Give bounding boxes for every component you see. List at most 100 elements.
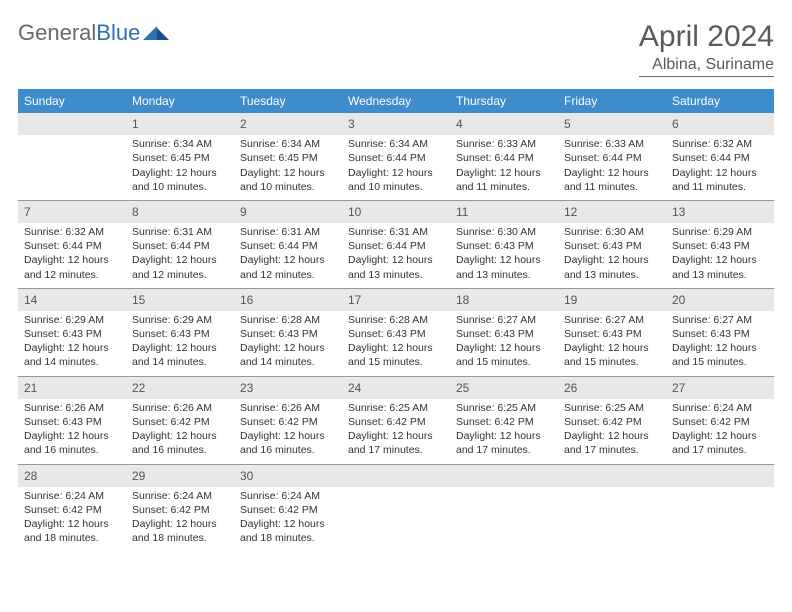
calendar-day: 13Sunrise: 6:29 AMSunset: 6:43 PMDayligh… bbox=[666, 200, 774, 288]
sunrise-line: Sunrise: 6:32 AM bbox=[24, 225, 120, 239]
calendar-week: 21Sunrise: 6:26 AMSunset: 6:43 PMDayligh… bbox=[18, 376, 774, 464]
day-number: 7 bbox=[18, 201, 126, 223]
sunrise-line: Sunrise: 6:27 AM bbox=[564, 313, 660, 327]
sunset-line: Sunset: 6:43 PM bbox=[672, 327, 768, 341]
sunset-line: Sunset: 6:43 PM bbox=[240, 327, 336, 341]
day-text: Sunrise: 6:25 AMSunset: 6:42 PMDaylight:… bbox=[342, 401, 450, 458]
calendar-day: 29Sunrise: 6:24 AMSunset: 6:42 PMDayligh… bbox=[126, 464, 234, 551]
daylight-line: Daylight: 12 hours and 11 minutes. bbox=[672, 166, 768, 194]
calendar-table: SundayMondayTuesdayWednesdayThursdayFrid… bbox=[18, 89, 774, 551]
dow-header: Sunday bbox=[18, 89, 126, 113]
daylight-line: Daylight: 12 hours and 10 minutes. bbox=[132, 166, 228, 194]
brand-part2: Blue bbox=[96, 20, 140, 46]
day-text: Sunrise: 6:32 AMSunset: 6:44 PMDaylight:… bbox=[666, 137, 774, 194]
daylight-line: Daylight: 12 hours and 18 minutes. bbox=[132, 517, 228, 545]
day-text: Sunrise: 6:25 AMSunset: 6:42 PMDaylight:… bbox=[450, 401, 558, 458]
calendar-day-empty bbox=[558, 464, 666, 551]
calendar-day: 21Sunrise: 6:26 AMSunset: 6:43 PMDayligh… bbox=[18, 376, 126, 464]
day-number: 14 bbox=[18, 289, 126, 311]
sunset-line: Sunset: 6:44 PM bbox=[348, 151, 444, 165]
daylight-line: Daylight: 12 hours and 13 minutes. bbox=[348, 253, 444, 281]
day-number: 2 bbox=[234, 113, 342, 135]
daylight-line: Daylight: 12 hours and 17 minutes. bbox=[348, 429, 444, 457]
sunset-line: Sunset: 6:44 PM bbox=[240, 239, 336, 253]
sunset-line: Sunset: 6:43 PM bbox=[456, 239, 552, 253]
day-text: Sunrise: 6:31 AMSunset: 6:44 PMDaylight:… bbox=[234, 225, 342, 282]
calendar-day: 16Sunrise: 6:28 AMSunset: 6:43 PMDayligh… bbox=[234, 288, 342, 376]
calendar-day: 2Sunrise: 6:34 AMSunset: 6:45 PMDaylight… bbox=[234, 113, 342, 200]
daylight-line: Daylight: 12 hours and 12 minutes. bbox=[132, 253, 228, 281]
sunset-line: Sunset: 6:42 PM bbox=[132, 503, 228, 517]
day-number: 13 bbox=[666, 201, 774, 223]
calendar-day-empty bbox=[666, 464, 774, 551]
sunrise-line: Sunrise: 6:31 AM bbox=[240, 225, 336, 239]
calendar-day: 26Sunrise: 6:25 AMSunset: 6:42 PMDayligh… bbox=[558, 376, 666, 464]
day-text: Sunrise: 6:26 AMSunset: 6:43 PMDaylight:… bbox=[18, 401, 126, 458]
calendar-day: 1Sunrise: 6:34 AMSunset: 6:45 PMDaylight… bbox=[126, 113, 234, 200]
daylight-line: Daylight: 12 hours and 14 minutes. bbox=[240, 341, 336, 369]
day-number: 30 bbox=[234, 465, 342, 487]
day-text: Sunrise: 6:28 AMSunset: 6:43 PMDaylight:… bbox=[342, 313, 450, 370]
calendar-day: 10Sunrise: 6:31 AMSunset: 6:44 PMDayligh… bbox=[342, 200, 450, 288]
calendar-week: 14Sunrise: 6:29 AMSunset: 6:43 PMDayligh… bbox=[18, 288, 774, 376]
dow-header: Friday bbox=[558, 89, 666, 113]
dow-header: Wednesday bbox=[342, 89, 450, 113]
daylight-line: Daylight: 12 hours and 15 minutes. bbox=[456, 341, 552, 369]
sunset-line: Sunset: 6:42 PM bbox=[564, 415, 660, 429]
sunset-line: Sunset: 6:42 PM bbox=[240, 415, 336, 429]
daylight-line: Daylight: 12 hours and 18 minutes. bbox=[24, 517, 120, 545]
daylight-line: Daylight: 12 hours and 14 minutes. bbox=[132, 341, 228, 369]
dow-header: Thursday bbox=[450, 89, 558, 113]
sunrise-line: Sunrise: 6:34 AM bbox=[348, 137, 444, 151]
day-text: Sunrise: 6:24 AMSunset: 6:42 PMDaylight:… bbox=[126, 489, 234, 546]
sunrise-line: Sunrise: 6:29 AM bbox=[132, 313, 228, 327]
calendar-day: 23Sunrise: 6:26 AMSunset: 6:42 PMDayligh… bbox=[234, 376, 342, 464]
sunrise-line: Sunrise: 6:28 AM bbox=[240, 313, 336, 327]
day-number: 21 bbox=[18, 377, 126, 399]
day-text: Sunrise: 6:28 AMSunset: 6:43 PMDaylight:… bbox=[234, 313, 342, 370]
dow-header: Saturday bbox=[666, 89, 774, 113]
day-text: Sunrise: 6:29 AMSunset: 6:43 PMDaylight:… bbox=[126, 313, 234, 370]
sunrise-line: Sunrise: 6:27 AM bbox=[456, 313, 552, 327]
day-number: 27 bbox=[666, 377, 774, 399]
day-text: Sunrise: 6:33 AMSunset: 6:44 PMDaylight:… bbox=[450, 137, 558, 194]
logo-mark-icon bbox=[143, 20, 169, 46]
day-text: Sunrise: 6:24 AMSunset: 6:42 PMDaylight:… bbox=[666, 401, 774, 458]
daylight-line: Daylight: 12 hours and 14 minutes. bbox=[24, 341, 120, 369]
sunrise-line: Sunrise: 6:33 AM bbox=[456, 137, 552, 151]
day-number bbox=[558, 465, 666, 487]
location-label: Albina, Suriname bbox=[639, 56, 774, 77]
day-text: Sunrise: 6:27 AMSunset: 6:43 PMDaylight:… bbox=[558, 313, 666, 370]
daylight-line: Daylight: 12 hours and 13 minutes. bbox=[672, 253, 768, 281]
sunset-line: Sunset: 6:44 PM bbox=[24, 239, 120, 253]
sunset-line: Sunset: 6:45 PM bbox=[132, 151, 228, 165]
sunset-line: Sunset: 6:43 PM bbox=[672, 239, 768, 253]
calendar-day: 27Sunrise: 6:24 AMSunset: 6:42 PMDayligh… bbox=[666, 376, 774, 464]
sunrise-line: Sunrise: 6:30 AM bbox=[564, 225, 660, 239]
calendar-day: 18Sunrise: 6:27 AMSunset: 6:43 PMDayligh… bbox=[450, 288, 558, 376]
calendar-day-empty bbox=[450, 464, 558, 551]
daylight-line: Daylight: 12 hours and 11 minutes. bbox=[564, 166, 660, 194]
daylight-line: Daylight: 12 hours and 10 minutes. bbox=[240, 166, 336, 194]
day-text: Sunrise: 6:25 AMSunset: 6:42 PMDaylight:… bbox=[558, 401, 666, 458]
day-number: 28 bbox=[18, 465, 126, 487]
sunset-line: Sunset: 6:43 PM bbox=[456, 327, 552, 341]
daylight-line: Daylight: 12 hours and 11 minutes. bbox=[456, 166, 552, 194]
sunrise-line: Sunrise: 6:26 AM bbox=[240, 401, 336, 415]
calendar-day: 14Sunrise: 6:29 AMSunset: 6:43 PMDayligh… bbox=[18, 288, 126, 376]
sunset-line: Sunset: 6:43 PM bbox=[24, 327, 120, 341]
sunrise-line: Sunrise: 6:24 AM bbox=[132, 489, 228, 503]
sunrise-line: Sunrise: 6:24 AM bbox=[672, 401, 768, 415]
sunrise-line: Sunrise: 6:32 AM bbox=[672, 137, 768, 151]
calendar-week: 7Sunrise: 6:32 AMSunset: 6:44 PMDaylight… bbox=[18, 200, 774, 288]
sunrise-line: Sunrise: 6:28 AM bbox=[348, 313, 444, 327]
calendar-day: 6Sunrise: 6:32 AMSunset: 6:44 PMDaylight… bbox=[666, 113, 774, 200]
brand-part1: General bbox=[18, 20, 96, 46]
sunrise-line: Sunrise: 6:24 AM bbox=[24, 489, 120, 503]
sunset-line: Sunset: 6:43 PM bbox=[564, 327, 660, 341]
sunrise-line: Sunrise: 6:26 AM bbox=[132, 401, 228, 415]
day-number: 9 bbox=[234, 201, 342, 223]
calendar-day: 20Sunrise: 6:27 AMSunset: 6:43 PMDayligh… bbox=[666, 288, 774, 376]
calendar-day: 22Sunrise: 6:26 AMSunset: 6:42 PMDayligh… bbox=[126, 376, 234, 464]
day-number: 6 bbox=[666, 113, 774, 135]
